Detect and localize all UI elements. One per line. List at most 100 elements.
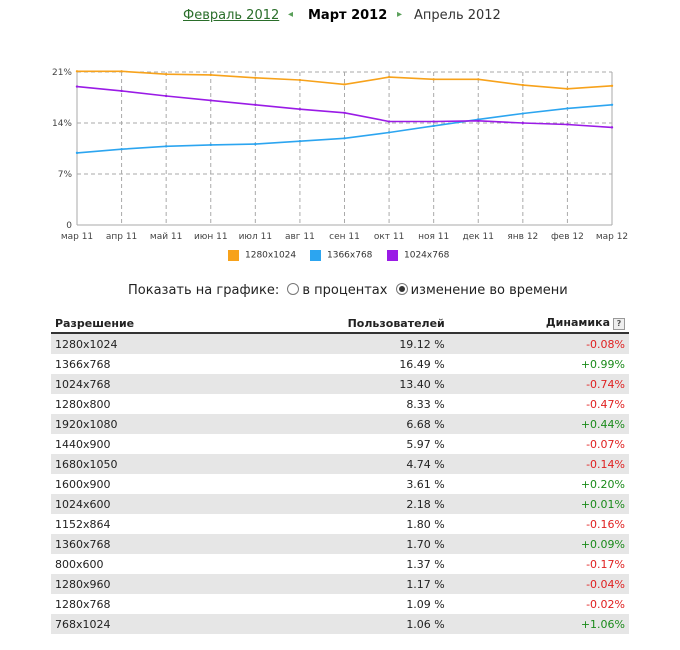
cell-resolution: 768x1024 bbox=[51, 614, 232, 634]
table-row: 768x1024 1.06 % +1.06% bbox=[51, 614, 629, 634]
radio-over-time[interactable] bbox=[395, 283, 408, 295]
x-tick-label: июн 11 bbox=[194, 232, 228, 242]
data-point-1366x768 bbox=[75, 151, 79, 155]
y-tick-label: 14% bbox=[52, 119, 72, 129]
cell-users: 2.18 % bbox=[231, 494, 449, 514]
data-point-1280x1024 bbox=[343, 83, 346, 86]
cell-dynamics: -0.04% bbox=[448, 574, 629, 594]
data-point-1280x1024 bbox=[120, 70, 123, 73]
header-users: Пользователей bbox=[231, 314, 449, 334]
x-tick-label: июл 11 bbox=[239, 232, 273, 242]
data-point-1366x768 bbox=[343, 137, 346, 140]
table-row: 1024x600 2.18 % +0.01% bbox=[51, 494, 629, 514]
data-point-1280x1024 bbox=[610, 84, 614, 88]
cell-dynamics: -0.14% bbox=[448, 454, 629, 474]
x-tick-label: авг 11 bbox=[285, 232, 315, 242]
cell-resolution: 1920x1080 bbox=[51, 414, 232, 434]
chart-mode-label: Показать на графике: bbox=[128, 283, 280, 298]
x-tick-label: ноя 11 bbox=[418, 232, 449, 242]
cell-dynamics: -0.08% bbox=[448, 333, 629, 354]
data-point-1366x768 bbox=[209, 143, 212, 147]
data-point-1024x768 bbox=[209, 99, 212, 102]
data-point-1024x768 bbox=[387, 120, 391, 123]
cell-users: 4.74 % bbox=[231, 454, 449, 474]
data-point-1024x768 bbox=[610, 126, 614, 129]
data-point-1366x768 bbox=[387, 131, 391, 134]
radio-percent[interactable] bbox=[287, 283, 300, 295]
cell-users: 19.12 % bbox=[231, 333, 449, 354]
data-point-1024x768 bbox=[75, 85, 79, 88]
table-row: 1152x864 1.80 % -0.16% bbox=[51, 514, 629, 534]
cell-users: 1.80 % bbox=[406, 517, 445, 531]
resolution-table: Разрешение Пользователей Динамика? 1280x… bbox=[51, 314, 629, 634]
table-row: 1280x800 8.33 % -0.47% bbox=[51, 394, 629, 414]
table-row: 1440x900 5.97 % -0.07% bbox=[51, 434, 629, 454]
data-point-1366x768 bbox=[164, 145, 168, 148]
legend-label: 1024x768 bbox=[404, 250, 450, 261]
prev-month-link[interactable]: Февраль 2012 bbox=[183, 8, 280, 23]
cell-users: 1.37 % bbox=[406, 557, 445, 571]
data-point-1366x768 bbox=[521, 112, 525, 115]
cell-users: 1.17 % bbox=[231, 574, 449, 594]
cell-dynamics: +0.20% bbox=[580, 477, 625, 491]
arrow-left-icon: ◂ bbox=[288, 9, 294, 20]
table-row: 1280x960 1.17 % -0.04% bbox=[51, 574, 629, 594]
data-point-1280x1024 bbox=[298, 78, 302, 82]
cell-dynamics: +0.01% bbox=[448, 494, 629, 514]
data-point-1280x1024 bbox=[521, 83, 525, 87]
x-tick-label: дек 11 bbox=[462, 232, 494, 242]
cell-dynamics: -0.16% bbox=[586, 517, 625, 531]
data-point-1366x768 bbox=[254, 142, 257, 146]
data-point-1280x1024 bbox=[75, 70, 79, 73]
x-tick-label: май 11 bbox=[150, 232, 182, 242]
x-tick-label: фев 12 bbox=[551, 232, 584, 242]
table-row: 1280x1024 19.12 % -0.08% bbox=[51, 333, 629, 354]
cell-users: 16.49 % bbox=[399, 357, 445, 371]
data-point-1366x768 bbox=[120, 148, 123, 151]
y-tick-label: 21% bbox=[52, 68, 72, 78]
legend-label: 1280x1024 bbox=[245, 250, 297, 261]
table-row: 1680x1050 4.74 % -0.14% bbox=[51, 454, 629, 474]
cell-dynamics: -0.74% bbox=[448, 374, 629, 394]
data-point-1366x768 bbox=[566, 107, 569, 110]
legend-swatch-blue bbox=[310, 250, 321, 261]
cell-dynamics: -0.47% bbox=[586, 397, 625, 411]
legend-swatch-orange bbox=[228, 250, 239, 261]
cell-resolution: 1680x1050 bbox=[51, 454, 232, 474]
data-point-1024x768 bbox=[254, 103, 257, 106]
header-dynamics-label: Динамика bbox=[545, 316, 610, 329]
arrow-right-icon: ▸ bbox=[397, 9, 403, 20]
header-dynamics: Динамика? bbox=[448, 314, 629, 334]
cell-dynamics: +1.06% bbox=[448, 614, 629, 634]
cell-users: 6.68 % bbox=[231, 414, 449, 434]
x-tick-label: янв 12 bbox=[507, 232, 538, 242]
cell-users: 8.33 % bbox=[406, 397, 445, 411]
table-row: 1366x768 16.49 % +0.99% bbox=[51, 354, 629, 374]
data-point-1024x768 bbox=[120, 89, 123, 93]
cell-resolution: 1280x960 bbox=[51, 574, 232, 594]
data-point-1024x768 bbox=[164, 94, 168, 98]
cell-users: 1.09 % bbox=[406, 597, 445, 611]
data-point-1280x1024 bbox=[566, 87, 569, 90]
data-point-1024x768 bbox=[298, 107, 302, 111]
table-row: 1920x1080 6.68 % +0.44% bbox=[51, 414, 629, 434]
data-point-1024x768 bbox=[477, 119, 480, 123]
y-tick-label: 0 bbox=[66, 221, 72, 231]
cell-resolution: 1280x800 bbox=[55, 397, 111, 411]
cell-users: 5.97 % bbox=[406, 437, 445, 451]
radio-over-time-label[interactable]: изменение во времени bbox=[410, 283, 568, 298]
data-point-1280x1024 bbox=[432, 78, 435, 81]
cell-dynamics: -0.17% bbox=[586, 557, 625, 571]
cell-dynamics: +0.09% bbox=[448, 534, 629, 554]
data-point-1366x768 bbox=[610, 103, 614, 106]
radio-percent-label[interactable]: в процентах bbox=[302, 283, 388, 298]
cell-resolution: 1600x900 bbox=[55, 477, 111, 491]
month-navigation: Февраль 2012 ◂ Март 2012 ▸ Апрель 2012 bbox=[0, 8, 680, 28]
cell-resolution: 800x600 bbox=[55, 557, 104, 571]
y-tick-label: 7% bbox=[58, 170, 73, 180]
legend-item-1024x768: 1024x768 bbox=[387, 250, 449, 261]
cell-resolution: 1440x900 bbox=[55, 437, 111, 451]
cell-resolution: 1366x768 bbox=[55, 357, 111, 371]
help-icon[interactable]: ? bbox=[613, 318, 625, 330]
